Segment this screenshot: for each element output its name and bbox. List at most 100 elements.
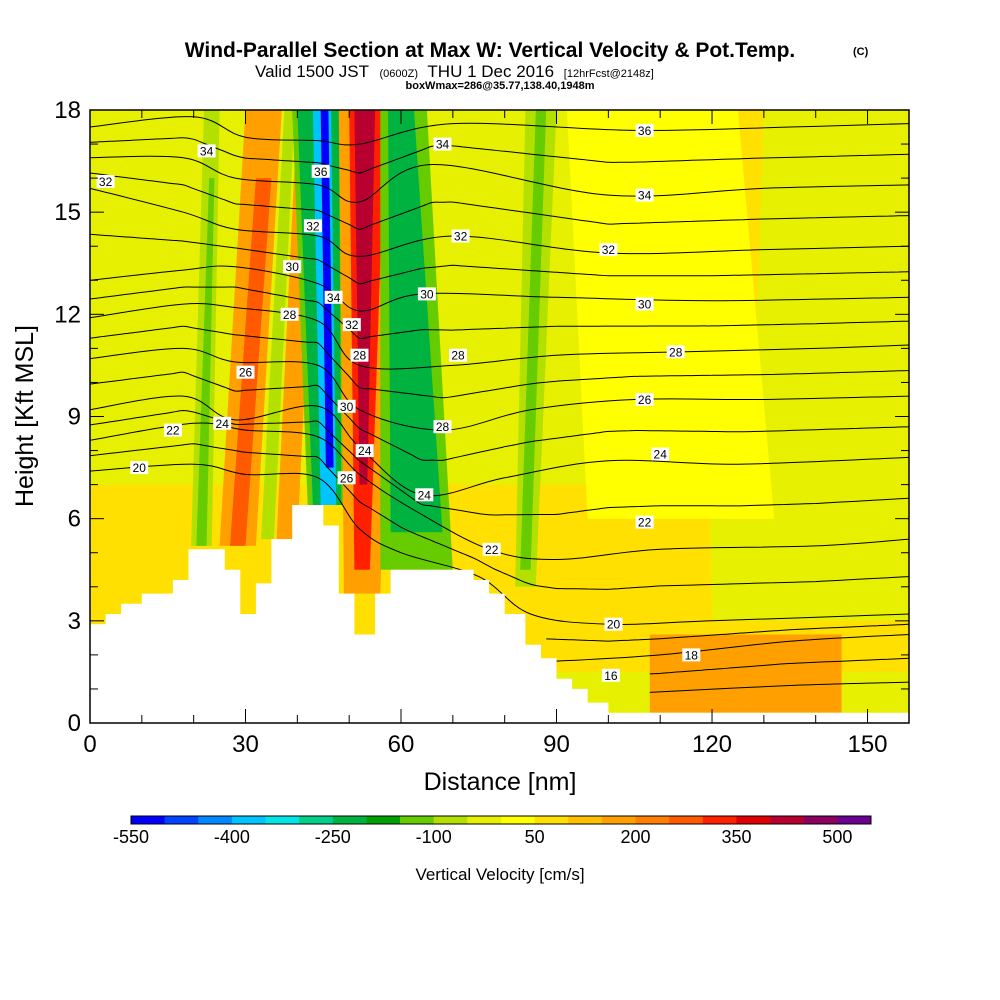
theta-label-bg: [433, 420, 452, 434]
colorbar-tick-label: -550: [113, 827, 149, 847]
theta-label: 32: [345, 318, 359, 332]
plot-area: 36 34 36 34 32 34 32 32 32 30 34 30 30 28 32 28 28 26 28 30…: [90, 110, 909, 723]
x-tick-label: 60: [388, 731, 415, 758]
theta-contour-36: [90, 116, 909, 146]
theta-label: 26: [638, 393, 652, 407]
theta-label-bg: [417, 287, 436, 301]
theta-label: 28: [283, 308, 297, 322]
colorbar-cell: [467, 816, 502, 824]
theta-label: 32: [99, 175, 113, 189]
colorbar-tick-label: 50: [525, 827, 545, 847]
colorbar-cell: [366, 816, 401, 824]
theta-label-bg: [342, 318, 361, 332]
chart-title-mark: (C): [853, 46, 869, 58]
theta-label: 22: [638, 516, 652, 530]
theta-contour-18: [546, 634, 909, 663]
theta-label: 32: [306, 219, 320, 233]
colorbar-cell: [501, 816, 535, 824]
theta-contour-32: [90, 187, 909, 257]
theta-label-bg: [482, 542, 501, 556]
theta-label: 34: [327, 291, 341, 305]
velocity-band-19: [388, 110, 443, 533]
subtitle-valid: Valid 1500 JST: [255, 62, 369, 81]
theta-contour-intermediate: [90, 443, 909, 590]
velocity-fill-layer: [90, 110, 909, 713]
colorbar-cell: [433, 816, 468, 824]
y-axis-label: Height [Kft MSL]: [11, 325, 39, 507]
theta-label-bg: [635, 393, 654, 406]
colorbar-cell: [299, 816, 334, 824]
chart-title: Wind-Parallel Section at Max W: Vertical…: [185, 39, 796, 62]
colorbar-tick-label: 350: [721, 827, 751, 847]
x-tick-label: 120: [692, 731, 732, 758]
theta-label: 22: [166, 424, 180, 438]
theta-label-bg: [96, 175, 115, 188]
theta-label-bg: [311, 164, 330, 178]
colorbar-cell: [803, 816, 838, 824]
theta-label-bg: [163, 423, 182, 437]
theta-label: 30: [638, 298, 652, 312]
theta-label: 30: [420, 287, 434, 301]
colorbar-cell: [198, 816, 233, 824]
colorbar-cell: [534, 816, 569, 824]
theta-label: 28: [669, 345, 683, 359]
colorbar-cell: [635, 816, 670, 824]
colorbar-cell: [265, 816, 300, 824]
theta-label: 30: [286, 260, 300, 274]
theta-label: 16: [604, 669, 618, 683]
x-tick-labels: 0 30 60 90 120 150: [83, 731, 887, 758]
chart-title-group: Wind-Parallel Section at Max W: Vertical…: [185, 39, 869, 92]
theta-label-bg: [635, 297, 654, 311]
axis-ticks: [89, 109, 909, 724]
theta-contour-intermediate: [90, 137, 909, 174]
x-tick-label: 150: [847, 731, 887, 758]
theta-contour-intermediate: [90, 371, 909, 461]
velocity-band-6: [196, 178, 215, 546]
theta-label: 24: [216, 417, 230, 431]
colorbar-cell: [736, 816, 771, 824]
velocity-band-21: [520, 110, 547, 570]
theta-contour-intermediate: [90, 172, 909, 230]
theta-label: 28: [451, 349, 465, 363]
theta-label-bg: [303, 219, 322, 233]
velocity-band-22: [649, 634, 842, 713]
chart-subtitle: Valid 1500 JST (0600Z) THU 1 Dec 2016 [1…: [255, 62, 654, 81]
theta-label-bg: [635, 515, 654, 529]
colorbar-cell: [332, 816, 367, 824]
y-tick-label: 0: [68, 710, 81, 737]
y-tick-label: 9: [68, 404, 81, 431]
theta-label: 20: [133, 461, 147, 475]
y-tick-label: 18: [54, 97, 81, 124]
theta-label: 24: [358, 444, 372, 458]
theta-label-bg: [337, 471, 356, 485]
chart-subtitle-box: boxWmax=286@35.77,138.40,1948m: [406, 80, 595, 92]
theta-contour-20: [90, 463, 909, 625]
theta-label: 20: [607, 618, 621, 632]
colorbar: -550 -400 -250 -100 50 200 350 500 Vertical Vel…: [113, 815, 872, 884]
theta-label-bg: [601, 668, 620, 682]
theta-contour-intermediate: [90, 286, 909, 340]
theta-label-bg: [283, 260, 302, 274]
subtitle-zulu: (0600Z): [379, 68, 418, 80]
colorbar-frame: [130, 815, 872, 825]
y-tick-label: 12: [54, 301, 81, 328]
theta-label-bg: [682, 648, 701, 662]
colorbar-cell: [601, 816, 636, 824]
theta-contour-28: [90, 303, 909, 370]
theta-label: 28: [436, 420, 450, 434]
theta-label: 32: [454, 230, 468, 244]
theta-label: 34: [638, 189, 652, 203]
x-tick-label: 90: [543, 731, 570, 758]
theta-contour-intermediate: [546, 623, 909, 642]
colorbar-label: Vertical Velocity [cm/s]: [415, 865, 584, 884]
theta-label-bg: [130, 461, 149, 475]
colorbar-cell: [568, 816, 603, 824]
colorbar-tick-labels: -550 -400 -250 -100 50 200 350 500: [113, 827, 852, 847]
theta-label: 26: [340, 471, 354, 485]
theta-label: 22: [485, 543, 499, 557]
theta-label-bg: [415, 488, 434, 502]
theta-label-bg: [604, 617, 623, 631]
theta-label: 34: [200, 144, 214, 158]
theta-label: 30: [340, 400, 354, 414]
